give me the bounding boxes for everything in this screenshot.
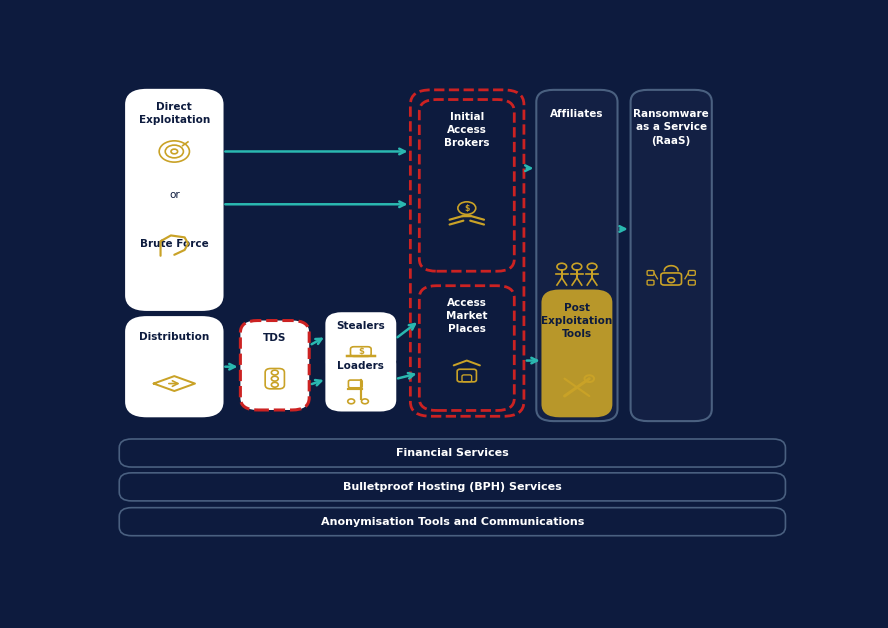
Text: Stealers: Stealers [337, 320, 385, 330]
Text: Access
Market
Places: Access Market Places [446, 298, 488, 334]
Text: Anonymisation Tools and Communications: Anonymisation Tools and Communications [321, 517, 584, 527]
Text: or: or [169, 190, 179, 200]
FancyBboxPatch shape [543, 291, 611, 416]
Text: Financial Services: Financial Services [396, 448, 509, 458]
FancyBboxPatch shape [419, 286, 514, 411]
Text: Initial
Access
Brokers: Initial Access Brokers [444, 112, 489, 148]
FancyBboxPatch shape [630, 90, 712, 421]
FancyBboxPatch shape [419, 99, 514, 271]
Text: Brute Force: Brute Force [140, 239, 209, 249]
Text: $: $ [358, 347, 364, 356]
Text: Distribution: Distribution [139, 332, 210, 342]
FancyBboxPatch shape [327, 313, 395, 371]
FancyBboxPatch shape [327, 354, 395, 411]
Text: Affiliates: Affiliates [551, 109, 604, 119]
FancyBboxPatch shape [410, 90, 524, 416]
Text: TDS: TDS [263, 333, 287, 343]
FancyBboxPatch shape [119, 439, 785, 467]
Text: Direct
Exploitation: Direct Exploitation [139, 102, 210, 125]
FancyBboxPatch shape [126, 90, 223, 310]
FancyBboxPatch shape [241, 320, 309, 410]
FancyBboxPatch shape [536, 90, 617, 421]
Text: Ransomware
as a Service
(RaaS): Ransomware as a Service (RaaS) [633, 109, 710, 146]
Text: Loaders: Loaders [337, 360, 385, 371]
Text: $: $ [464, 203, 470, 213]
FancyBboxPatch shape [119, 473, 785, 501]
Text: Bulletproof Hosting (BPH) Services: Bulletproof Hosting (BPH) Services [343, 482, 562, 492]
Text: Post
Exploitation
Tools: Post Exploitation Tools [542, 303, 613, 339]
FancyBboxPatch shape [119, 507, 785, 536]
FancyBboxPatch shape [126, 317, 223, 416]
